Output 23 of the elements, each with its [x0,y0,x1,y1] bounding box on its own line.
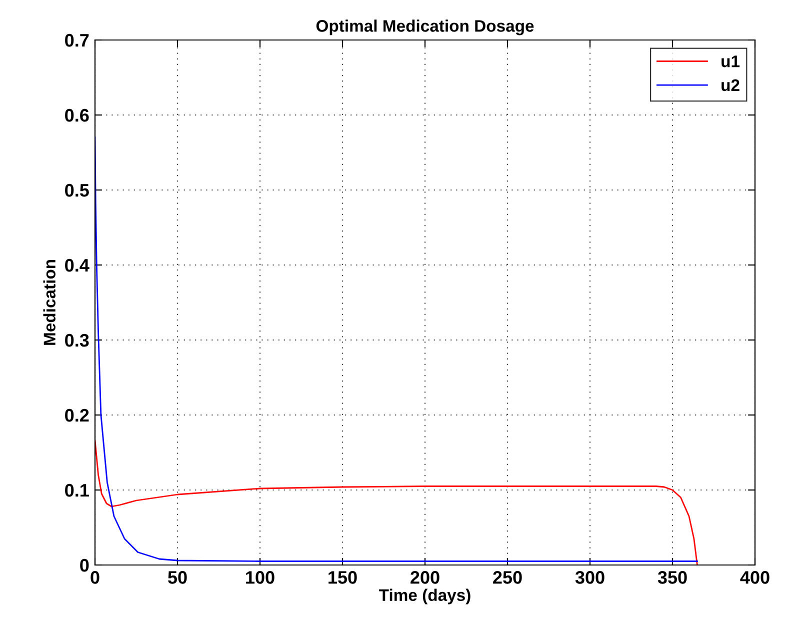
y-tick-label: 0.7 [65,34,89,47]
y-axis-title: Medication [43,260,56,345]
y-tick-label: 0.2 [65,408,89,422]
x-tick-label: 0 [90,571,100,584]
y-tick-label: 0.3 [65,334,89,347]
chart-title: Optimal Medication Dosage [316,20,534,36]
x-tick-label: 250 [493,571,522,584]
x-axis-title: Time (days) [379,588,470,604]
x-tick-label: 300 [575,571,604,584]
x-tick-label: 50 [168,571,187,584]
x-tick-label: 150 [328,571,357,584]
y-tick-label: 0.6 [65,108,89,122]
x-tick-label: 350 [658,571,687,584]
legend-label: u2 [722,79,740,92]
legend-label: u1 [722,56,740,68]
y-tick-label: 0 [80,558,89,572]
x-tick-label: 400 [740,571,770,584]
y-tick-label: 0.4 [65,258,90,272]
y-tick-label: 0.1 [65,484,89,497]
x-tick-label: 200 [410,571,440,584]
line-series [95,440,698,565]
x-tick-label: 100 [246,571,274,584]
y-tick-label: 0.5 [65,184,89,197]
